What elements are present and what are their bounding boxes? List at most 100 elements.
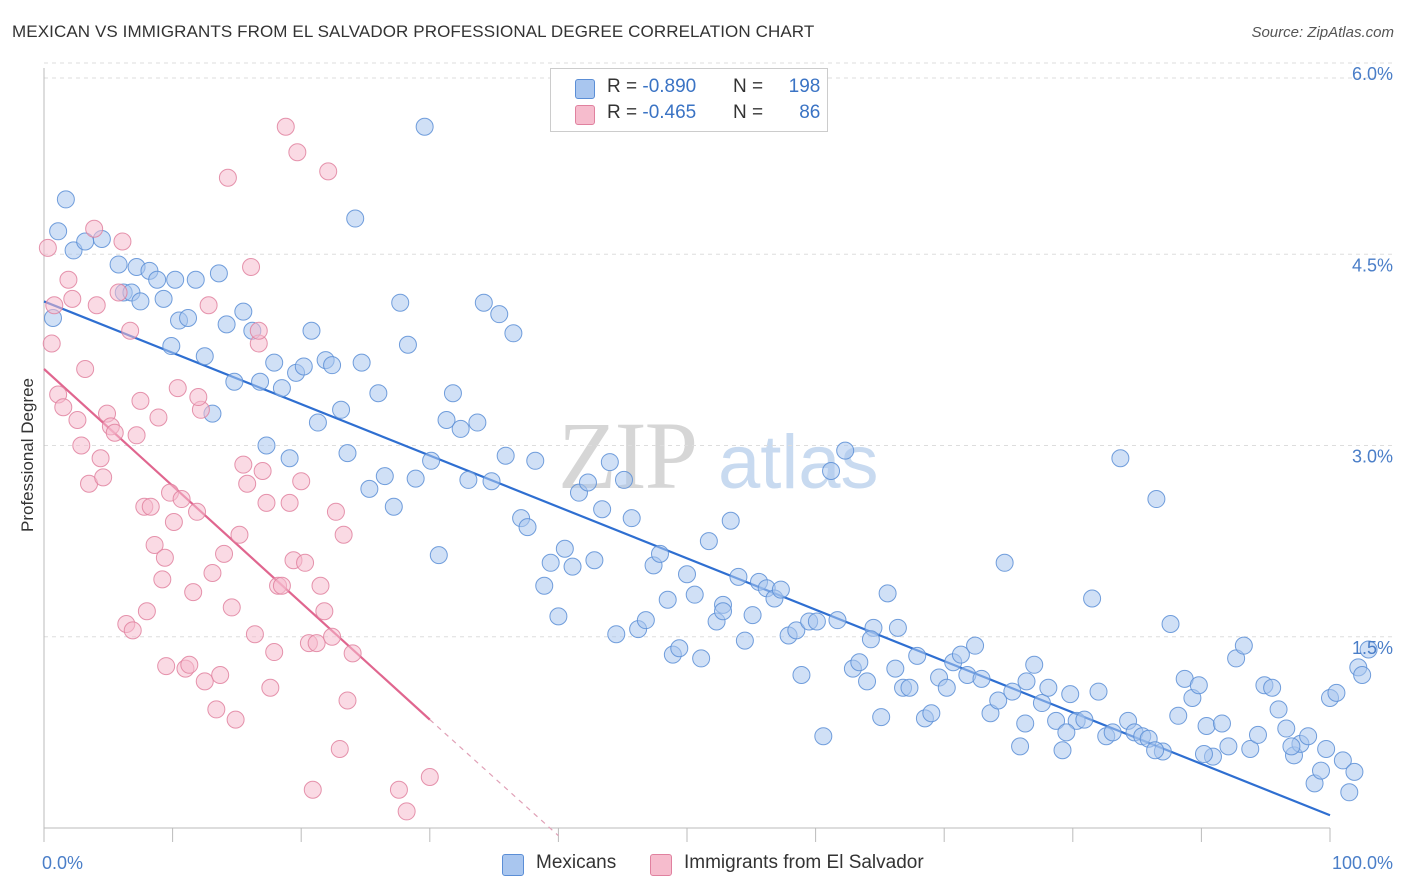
data-point — [137, 602, 156, 621]
data-point — [323, 356, 342, 375]
data-point — [59, 270, 78, 289]
data-point — [721, 511, 740, 530]
data-point — [1333, 751, 1352, 770]
y-tick-label: 4.5% — [1352, 255, 1393, 275]
data-point — [149, 408, 168, 427]
data-point — [398, 335, 417, 354]
data-point — [209, 264, 228, 283]
data-point — [972, 669, 991, 688]
legend-swatch-mexicans — [502, 854, 524, 876]
data-point — [389, 780, 408, 799]
data-point — [280, 493, 299, 512]
data-point — [180, 655, 199, 674]
correlation-legend: R = -0.890 N = 198 R = -0.465 N = 86 — [550, 68, 828, 132]
data-point — [1016, 714, 1035, 733]
x-tick-label-max: 100.0% — [1332, 853, 1393, 873]
data-point — [729, 567, 748, 586]
data-point — [308, 413, 327, 432]
data-point — [123, 621, 142, 640]
data-point — [814, 727, 833, 746]
data-point — [127, 426, 146, 445]
data-point — [338, 444, 357, 463]
data-point — [989, 691, 1008, 710]
data-point — [272, 576, 291, 595]
data-point — [468, 413, 487, 432]
data-point — [85, 219, 104, 238]
data-point — [1075, 710, 1094, 729]
chart-title: MEXICAN VS IMMIGRANTS FROM EL SALVADOR P… — [12, 22, 815, 41]
data-point — [56, 190, 75, 209]
data-point — [245, 625, 264, 644]
data-point — [195, 672, 214, 691]
data-point — [658, 590, 677, 609]
data-point — [1212, 714, 1231, 733]
data-point — [1263, 678, 1282, 697]
data-point — [45, 296, 64, 315]
y-axis-title: Professional Degree — [18, 378, 37, 532]
legend-n-value: 86 — [799, 102, 821, 123]
data-point — [850, 653, 869, 672]
data-point — [437, 411, 456, 429]
data-point — [1146, 741, 1165, 760]
data-point — [257, 493, 276, 512]
data-point — [422, 451, 441, 470]
trend-line-extension — [429, 719, 559, 837]
data-point — [1017, 672, 1036, 691]
data-point — [311, 576, 330, 595]
data-point — [42, 334, 61, 353]
data-point — [607, 625, 626, 644]
data-point — [91, 449, 110, 468]
data-point — [1039, 678, 1058, 697]
data-point — [307, 634, 326, 653]
data-point — [141, 497, 160, 516]
data-point — [164, 513, 183, 531]
data-point — [166, 270, 185, 289]
data-point — [861, 630, 880, 649]
data-point — [280, 449, 299, 468]
data-point — [218, 168, 237, 187]
data-point — [131, 391, 150, 410]
data-point — [87, 296, 106, 315]
data-point — [230, 525, 249, 544]
data-point — [535, 576, 554, 595]
data-point — [443, 384, 462, 403]
data-point — [1057, 723, 1076, 742]
data-point — [105, 423, 124, 442]
data-point — [189, 388, 208, 407]
data-point — [1345, 762, 1364, 781]
data-point — [636, 611, 655, 630]
data-point — [951, 645, 970, 664]
data-point — [474, 293, 493, 312]
data-point — [878, 584, 897, 603]
data-point — [157, 657, 176, 676]
data-point — [822, 462, 841, 480]
data-point — [1327, 683, 1346, 702]
data-point — [195, 347, 214, 366]
data-point — [153, 570, 172, 589]
data-point — [162, 337, 181, 356]
data-point — [369, 384, 388, 403]
data-point — [1219, 737, 1238, 756]
data-point — [94, 468, 113, 487]
data-point — [199, 296, 218, 315]
data-point — [188, 502, 207, 521]
data-point — [743, 606, 762, 625]
data-point — [1047, 711, 1066, 730]
data-point — [496, 446, 515, 465]
data-point — [338, 691, 357, 710]
data-point — [714, 602, 733, 621]
data-point — [292, 472, 311, 491]
data-point — [600, 453, 619, 472]
data-point — [1277, 719, 1296, 738]
data-point — [217, 315, 236, 334]
data-point — [352, 353, 371, 372]
data-point — [172, 490, 191, 509]
data-point — [242, 258, 261, 276]
data-point — [72, 436, 91, 455]
data-point — [148, 270, 167, 289]
data-point — [415, 117, 434, 136]
data-point — [332, 400, 351, 419]
data-point — [1359, 640, 1378, 659]
data-point — [63, 289, 82, 308]
data-point — [346, 209, 365, 228]
